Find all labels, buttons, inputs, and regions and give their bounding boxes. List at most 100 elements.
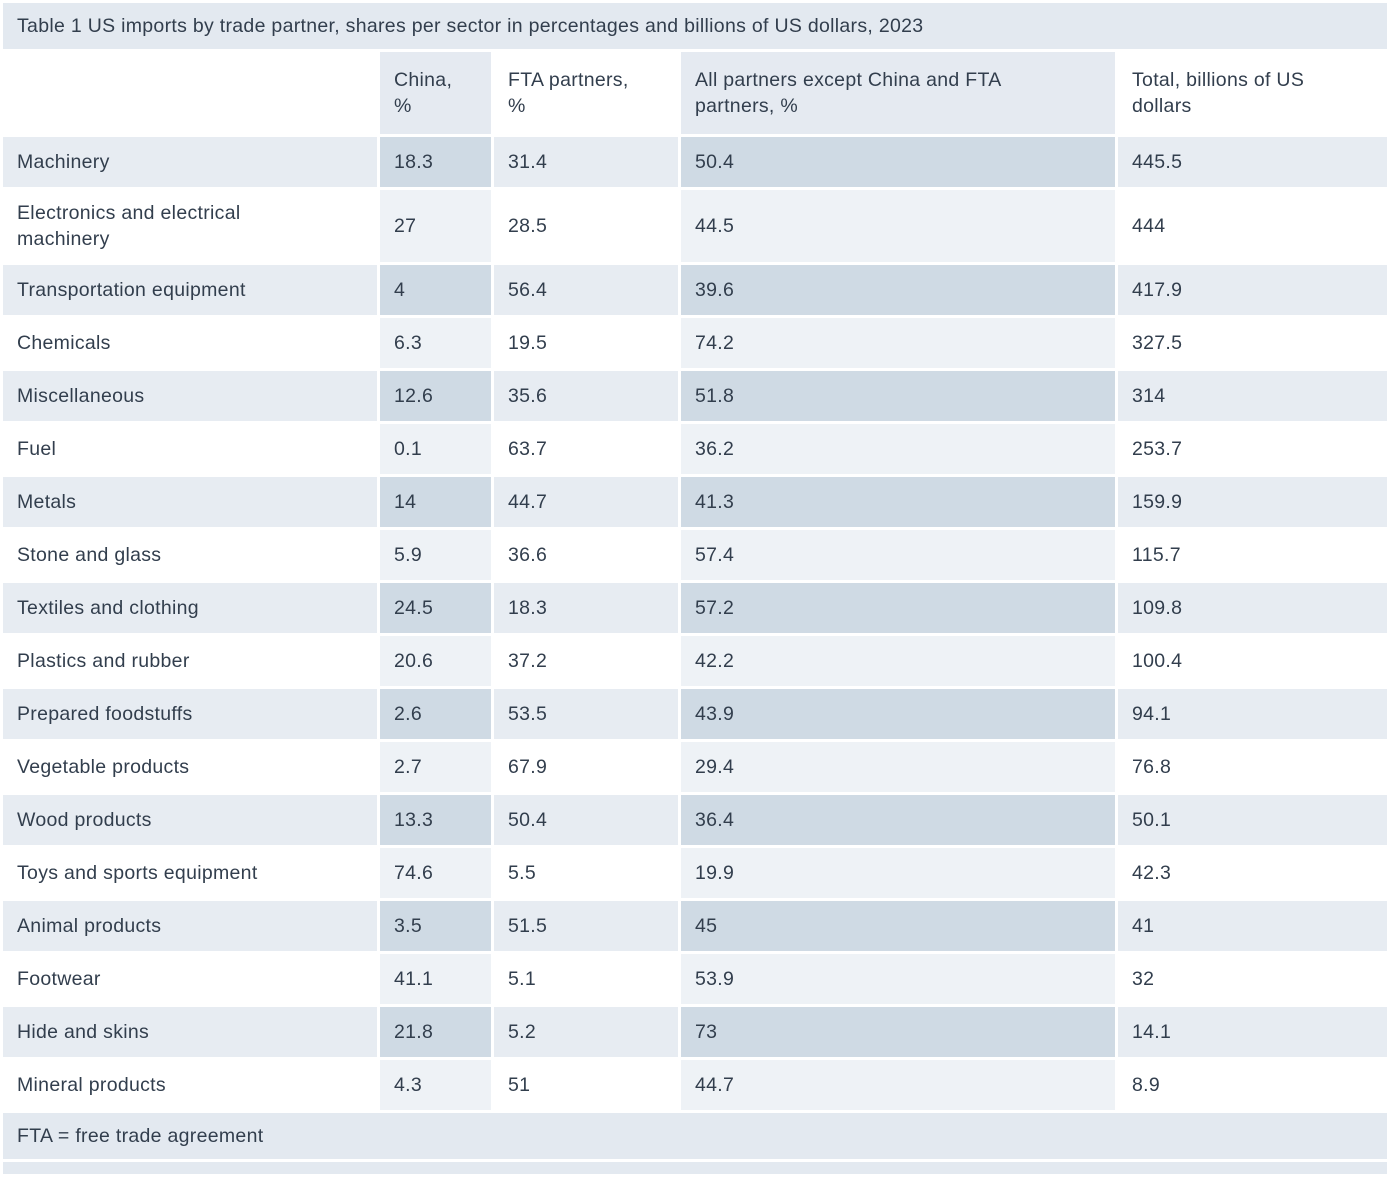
china-value-cell: 4 [380,265,491,315]
table-row: Toys and sports equipment 74.6 5.5 19.9 42.3 [3,848,1388,898]
column-header-sector [3,52,377,134]
sector-cell: Plastics and rubber [3,636,377,686]
total-value-cell: 417.9 [1118,265,1388,315]
china-value-cell: 0.1 [380,424,491,474]
all-except-value-cell: 44.5 [681,190,1115,262]
table-row: Stone and glass 5.9 36.6 57.4 115.7 [3,530,1388,580]
fta-value-cell: 5.5 [494,848,678,898]
total-value-cell: 115.7 [1118,530,1388,580]
fta-value-cell: 67.9 [494,742,678,792]
table-row: Animal products 3.5 51.5 45 41 [3,901,1388,951]
table-row: Hide and skins 21.8 5.2 73 14.1 [3,1007,1388,1057]
table-row: Miscellaneous 12.6 35.6 51.8 314 [3,371,1388,421]
total-value-cell: 159.9 [1118,477,1388,527]
column-header-fta: FTA partners, % [494,52,678,134]
china-value-cell: 5.9 [380,530,491,580]
all-except-value-cell: 41.3 [681,477,1115,527]
table-row: Footwear 41.1 5.1 53.9 32 [3,954,1388,1004]
all-except-value-cell: 42.2 [681,636,1115,686]
fta-value-cell: 36.6 [494,530,678,580]
china-value-cell: 3.5 [380,901,491,951]
fta-value-cell: 5.1 [494,954,678,1004]
table-row: Fuel 0.1 63.7 36.2 253.7 [3,424,1388,474]
fta-value-cell: 53.5 [494,689,678,739]
fta-value-cell: 31.4 [494,137,678,187]
total-value-cell: 445.5 [1118,137,1388,187]
table-row: Transportation equipment 4 56.4 39.6 417.9 [3,265,1388,315]
sector-cell: Prepared foodstuffs [3,689,377,739]
total-value-cell: 50.1 [1118,795,1388,845]
china-value-cell: 24.5 [380,583,491,633]
all-except-value-cell: 43.9 [681,689,1115,739]
total-value-cell: 314 [1118,371,1388,421]
sector-cell: Toys and sports equipment [3,848,377,898]
total-value-cell: 32 [1118,954,1388,1004]
china-value-cell: 74.6 [380,848,491,898]
cut-off-strip [3,1162,1388,1174]
fta-value-cell: 18.3 [494,583,678,633]
total-value-cell: 41 [1118,901,1388,951]
table-row: Textiles and clothing 24.5 18.3 57.2 109.8 [3,583,1388,633]
column-header-china: China, % [380,52,491,134]
china-value-cell: 2.6 [380,689,491,739]
all-except-value-cell: 19.9 [681,848,1115,898]
sector-cell: Vegetable products [3,742,377,792]
total-value-cell: 94.1 [1118,689,1388,739]
table-title-row: Table 1 US imports by trade partner, sha… [3,3,1388,49]
table-row: Metals 14 44.7 41.3 159.9 [3,477,1388,527]
sector-cell: Metals [3,477,377,527]
china-value-cell: 41.1 [380,954,491,1004]
sector-cell: Machinery [3,137,377,187]
table-row: Electronics and electrical machinery 27 28… [3,190,1388,262]
table-row: Prepared foodstuffs 2.6 53.5 43.9 94.1 [3,689,1388,739]
china-value-cell: 13.3 [380,795,491,845]
all-except-value-cell: 51.8 [681,371,1115,421]
total-value-cell: 14.1 [1118,1007,1388,1057]
sector-cell: Hide and skins [3,1007,377,1057]
total-value-cell: 8.9 [1118,1060,1388,1110]
table-row: Chemicals 6.3 19.5 74.2 327.5 [3,318,1388,368]
sector-cell: Fuel [3,424,377,474]
total-value-cell: 253.7 [1118,424,1388,474]
total-value-cell: 76.8 [1118,742,1388,792]
fta-value-cell: 51.5 [494,901,678,951]
total-value-cell: 100.4 [1118,636,1388,686]
sector-cell: Miscellaneous [3,371,377,421]
all-except-value-cell: 53.9 [681,954,1115,1004]
sector-cell: Wood products [3,795,377,845]
fta-value-cell: 50.4 [494,795,678,845]
all-except-value-cell: 36.4 [681,795,1115,845]
all-except-value-cell: 50.4 [681,137,1115,187]
fta-value-cell: 5.2 [494,1007,678,1057]
all-except-value-cell: 74.2 [681,318,1115,368]
table-row: Vegetable products 2.7 67.9 29.4 76.8 [3,742,1388,792]
total-value-cell: 444 [1118,190,1388,262]
table-header-row: China, % FTA partners, % All partners ex… [3,52,1388,134]
fta-value-cell: 51 [494,1060,678,1110]
table-footnote-row: FTA = free trade agreement [3,1113,1388,1159]
all-except-value-cell: 57.4 [681,530,1115,580]
all-except-value-cell: 44.7 [681,1060,1115,1110]
china-value-cell: 20.6 [380,636,491,686]
table-row: Mineral products 4.3 51 44.7 8.9 [3,1060,1388,1110]
fta-value-cell: 56.4 [494,265,678,315]
china-value-cell: 21.8 [380,1007,491,1057]
china-value-cell: 14 [380,477,491,527]
sector-cell: Chemicals [3,318,377,368]
fta-value-cell: 37.2 [494,636,678,686]
sector-cell: Footwear [3,954,377,1004]
total-value-cell: 109.8 [1118,583,1388,633]
fta-value-cell: 63.7 [494,424,678,474]
all-except-value-cell: 45 [681,901,1115,951]
sector-cell: Electronics and electrical machinery [3,190,377,262]
footnote: FTA = free trade agreement [3,1113,1388,1159]
sector-cell: Animal products [3,901,377,951]
cut-off-row [3,1162,1388,1174]
china-value-cell: 4.3 [380,1060,491,1110]
total-value-cell: 42.3 [1118,848,1388,898]
sector-cell: Stone and glass [3,530,377,580]
all-except-value-cell: 36.2 [681,424,1115,474]
table-row: Plastics and rubber 20.6 37.2 42.2 100.4 [3,636,1388,686]
